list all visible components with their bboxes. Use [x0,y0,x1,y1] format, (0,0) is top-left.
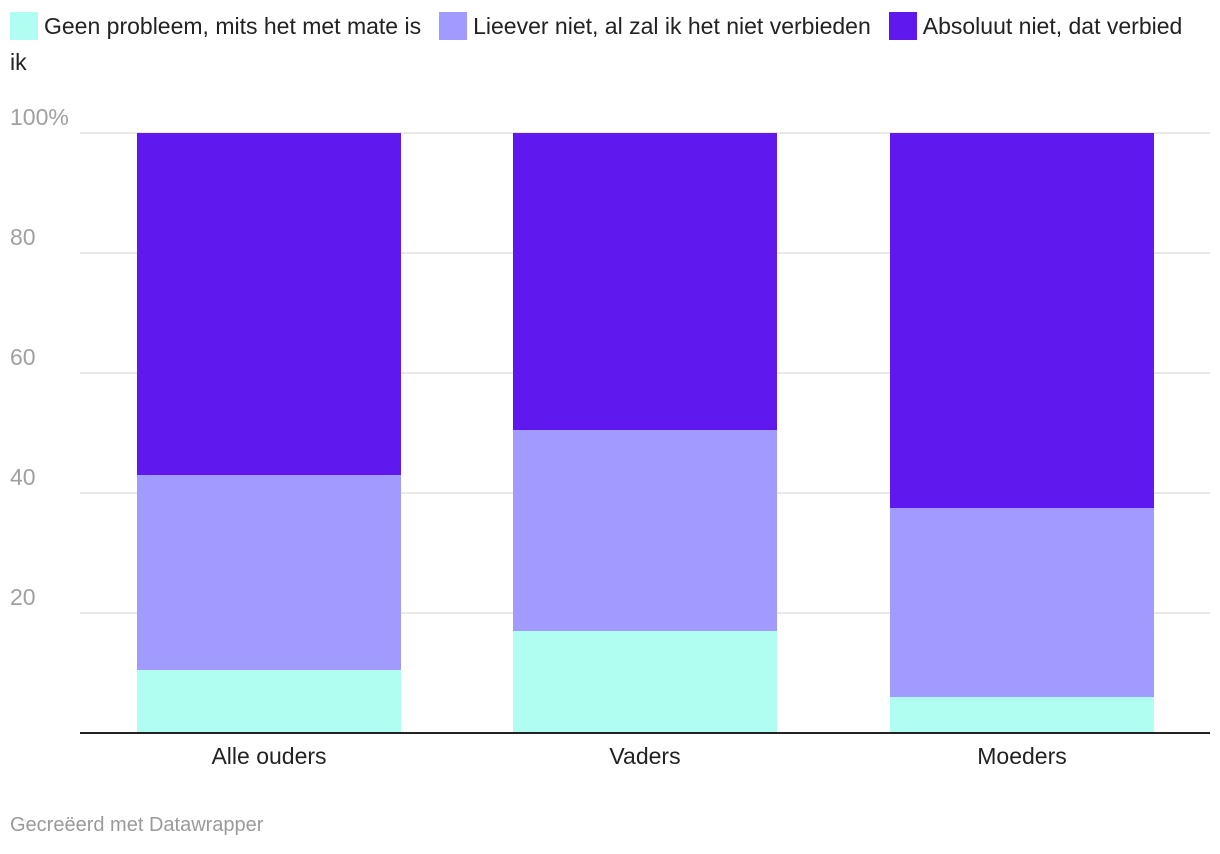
legend-label: Geen probleem, mits het met mate is [44,13,422,39]
chart-credit: Gecreëerd met Datawrapper [10,814,264,836]
bar-segment [513,631,777,733]
bar-segment [890,133,1154,508]
legend-item: Lieever niet, al zal ik het niet verbied… [439,12,871,40]
y-tick-label: 40 [10,464,36,490]
bar-segment [890,697,1154,733]
legend-swatch [888,12,917,40]
bars [137,133,1154,733]
legend-swatch [439,12,468,40]
legend-item: Geen probleem, mits het met mate is [10,12,422,40]
bar-segment [513,430,777,631]
y-tick-label: 60 [10,344,36,370]
bar-segment [513,133,777,430]
legend-label: Lieever niet, al zal ik het niet verbied… [473,13,871,39]
legend: Geen probleem, mits het met mate is Lieev… [10,8,1200,80]
x-category-label: Vaders [609,743,680,769]
legend-label: Absoluut niet, dat verbied ik [10,13,1183,75]
legend-item: Absoluut niet, dat verbied ik [10,12,1183,75]
bar-segment [137,133,401,475]
bar-segment [137,475,401,670]
y-tick-label: 80 [10,224,36,250]
x-category-label: Alle ouders [211,743,326,769]
bar-segment [890,508,1154,697]
category-labels: Alle ouders Vaders Moeders [211,743,1066,769]
bar-segment [137,670,401,733]
stacked-bar-chart: 20 40 60 80 100% Alle ouders Vaders Moeders [10,104,1210,769]
y-tick-label: 100% [10,104,69,130]
x-category-label: Moeders [977,743,1066,769]
y-tick-label: 20 [10,584,36,610]
legend-swatch [10,12,38,40]
